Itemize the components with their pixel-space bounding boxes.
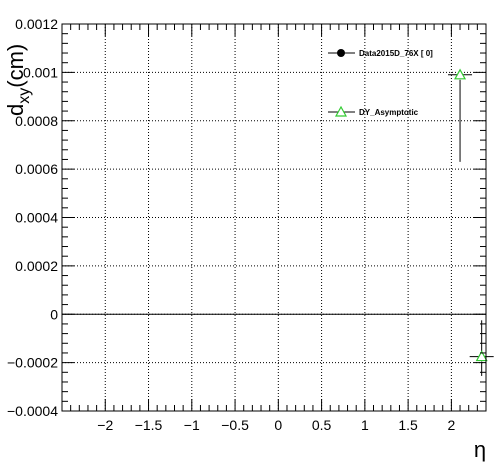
legend-label: Data2015D_76X [ 0] [359,49,433,58]
legend-label: DY_Asymptotic [359,108,419,117]
y-tick-label: 0.0006 [15,161,58,177]
legend-marker-triangle [334,105,348,117]
x-tick-label: 1.5 [398,417,418,433]
y-tick-label: −0.0002 [7,355,58,371]
data-point-triangle [475,350,488,362]
y-tick-label: 0 [50,306,58,322]
x-axis: −2 −1.5 −1 −0.5 0 0.5 1 1.5 2 [61,24,478,433]
x-tick-label: 1 [361,417,369,433]
x-tick-label: 2 [447,417,455,433]
grid-lines [62,23,486,412]
y-axis: −0.0004 −0.0002 0 0.0002 0.0004 0.0006 0.0008 0… [7,16,486,419]
y-tick-label: 0.0002 [15,258,58,274]
y-axis-title-unit: (cm) [3,44,28,88]
legend-marker-circle [337,49,345,57]
y-tick-label: 0.001 [23,64,58,80]
y-axis-title-main: d [3,104,28,116]
y-axis-title: dxy(cm) [3,44,33,116]
x-tick-label: −1.5 [135,417,163,433]
x-tick-label: −0.5 [221,417,249,433]
y-tick-label: 0.0004 [15,210,58,226]
x-tick-label: 0 [274,417,282,433]
y-tick-label: 0.0012 [15,16,58,32]
x-tick-label: 0.5 [312,417,332,433]
data-point-triangle [454,68,467,80]
y-tick-label: 0.0008 [15,113,58,129]
y-tick-label: −0.0004 [7,403,58,419]
legend: Data2015D_76X [ 0] DY_Asymptotic [328,49,433,117]
x-tick-label: −2 [97,417,113,433]
y-axis-title-subscript: xy [16,88,33,104]
x-tick-label: −1 [184,417,200,433]
data-points [448,68,494,376]
x-axis-title: η [474,437,486,462]
